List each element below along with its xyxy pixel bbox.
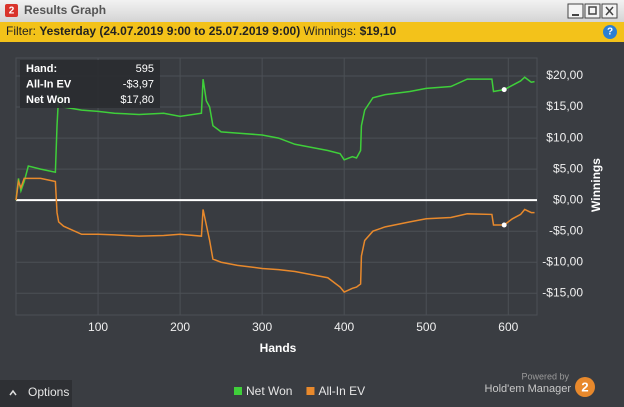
filter-text: Filter: Yesterday (24.07.2019 9:00 to 25… xyxy=(6,24,397,38)
x-tick-label: 400 xyxy=(334,320,354,334)
legend-label: Net Won xyxy=(246,384,292,398)
y-tick-label: $0,00 xyxy=(553,192,583,206)
app-icon-text: 2 xyxy=(9,6,15,17)
x-tick-label: 300 xyxy=(252,320,272,334)
options-caret xyxy=(9,389,17,396)
help-icon[interactable] xyxy=(603,25,617,39)
y-axis-label: Winnings xyxy=(589,158,603,212)
series-lines: Hand: 595 All-In EV -$3,97 Net Won $17,80 xyxy=(15,60,537,293)
tooltip-value: -$3,97 xyxy=(123,78,154,90)
y-tick-label: $20,00 xyxy=(546,68,583,82)
x-axis-label: Hands xyxy=(260,341,297,355)
tooltip-value: $17,80 xyxy=(120,94,154,106)
tooltip-label: All-In EV xyxy=(26,78,72,90)
title-bar xyxy=(0,0,624,22)
x-tick-label: 100 xyxy=(88,320,108,334)
filter-value: Yesterday (24.07.2019 9:00 to 25.07.2019… xyxy=(39,24,300,38)
x-tick-label: 200 xyxy=(170,320,190,334)
maximize-glyph xyxy=(588,6,597,15)
brand-logo-text: 2 xyxy=(581,379,588,394)
maximize-button[interactable] xyxy=(584,3,601,19)
y-tick-label: $10,00 xyxy=(546,130,583,144)
hover-point xyxy=(501,222,507,228)
x-tick-label: 500 xyxy=(416,320,436,334)
tooltip-label: Hand: xyxy=(26,63,57,75)
x-tick-label: 600 xyxy=(498,320,518,334)
tooltip-value: 595 xyxy=(136,63,154,75)
filter-bar xyxy=(0,22,624,42)
window-buttons[interactable] xyxy=(567,3,618,19)
winnings-value: $19,10 xyxy=(360,24,397,38)
y-tick-label: -$10,00 xyxy=(542,254,583,268)
y-tick-label: -$15,00 xyxy=(542,285,583,299)
hover-point xyxy=(501,87,507,93)
window-title: Results Graph xyxy=(24,3,106,17)
legend-label: All-In EV xyxy=(318,384,365,398)
close-glyph xyxy=(605,6,614,16)
powered-by: Powered by xyxy=(521,371,569,381)
app-icon xyxy=(5,4,18,17)
tooltip-label: Net Won xyxy=(26,94,71,106)
filter-label: Filter: xyxy=(6,24,36,38)
minimize-button[interactable] xyxy=(567,3,584,19)
options-text: Options xyxy=(28,385,69,399)
series-line xyxy=(15,177,535,293)
winnings-label: Winnings: xyxy=(304,24,357,38)
axis-labels: $20,00 $15,00 $10,00 $5,00 $0,00 -$5,00 -$10,0… xyxy=(88,68,603,398)
legend-swatch xyxy=(306,387,315,395)
y-tick-label: $5,00 xyxy=(553,161,583,175)
brand-name: Hold'em Manager xyxy=(485,383,572,395)
brand-logo xyxy=(575,377,595,397)
help-icon-text: ? xyxy=(607,27,613,38)
y-tick-label: $15,00 xyxy=(546,99,583,113)
tooltip-box xyxy=(20,60,160,108)
y-tick-label: -$5,00 xyxy=(549,223,583,237)
legend-swatch xyxy=(234,387,242,395)
